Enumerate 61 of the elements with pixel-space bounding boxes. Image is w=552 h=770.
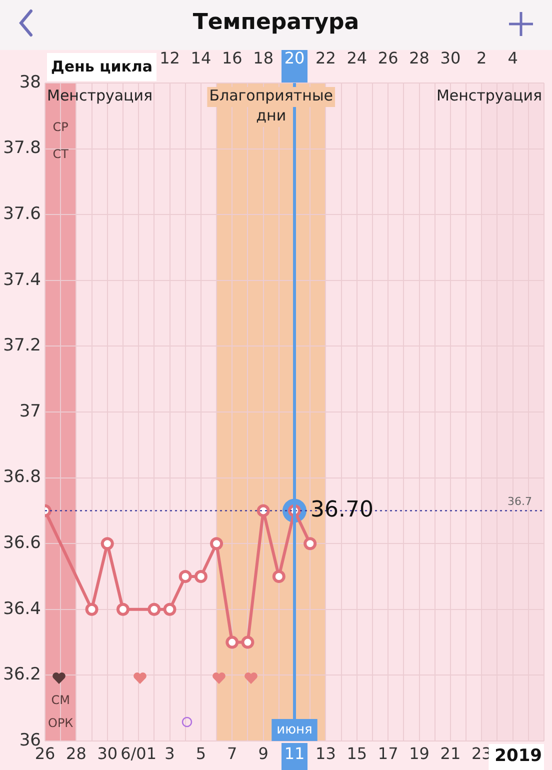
x-tick-label: 5 <box>196 744 206 763</box>
x-tick-label: 3 <box>164 744 175 763</box>
band-label: Менструация <box>436 86 542 104</box>
y-tick-label: 36.2 <box>3 664 41 685</box>
annotation: СТ <box>52 147 70 162</box>
x-tick-label: 13 <box>316 744 336 763</box>
chart-title: Температура <box>192 10 360 35</box>
x2-tick-label: 16 <box>222 48 242 68</box>
point <box>256 504 270 518</box>
y-tick-label: 36.4 <box>3 598 41 619</box>
x-tick-label: 19 <box>409 744 430 763</box>
point <box>100 537 114 550</box>
x2-tick-label: 30 <box>440 48 461 68</box>
y-tick-label: 37.4 <box>3 270 41 290</box>
annotation: СР <box>52 120 68 134</box>
band-label: Благоприятные дни <box>209 86 334 124</box>
x2-tick-label: 18 <box>253 48 274 68</box>
point <box>226 636 239 649</box>
x2-tick-label: 4 <box>508 48 518 68</box>
y-tick-label: 38 <box>19 72 41 92</box>
x-tick-label: 15 <box>346 744 368 763</box>
y-tick-label: 36.8 <box>3 467 41 488</box>
x2-tick-label: 24 <box>346 48 368 68</box>
annotation: 36.70 <box>310 497 374 522</box>
x2-tick-label: 12 <box>160 48 180 68</box>
x2-tick-label: 20 <box>284 48 305 68</box>
point <box>304 537 317 550</box>
x2-tick-label: 28 <box>409 48 430 68</box>
x-tick-label: 6/01 <box>120 744 157 763</box>
x-tick-label: 11 <box>284 744 305 763</box>
y-tick-label: 36.6 <box>3 533 41 554</box>
x2-tick-label: 26 <box>378 48 398 68</box>
y-tick-label: 37 <box>19 401 41 422</box>
x-tick-label: 30 <box>97 744 118 763</box>
ref-line-label: 36.7 <box>508 495 532 508</box>
annotation: СМ <box>51 693 70 708</box>
x-tick-label: 9 <box>258 744 268 763</box>
x-tick-label: 28 <box>66 744 86 763</box>
text: 2019 <box>494 746 542 766</box>
y-tick-label: 37.8 <box>3 138 41 158</box>
x2-axis-title: День цикла <box>51 57 153 76</box>
x2-tick-label: 2 <box>476 48 487 68</box>
x2-tick-label: 22 <box>316 48 336 68</box>
point <box>163 602 176 616</box>
point <box>116 602 130 616</box>
point <box>241 636 254 649</box>
point <box>194 570 208 583</box>
x-tick-label: 21 <box>440 744 461 763</box>
x2-tick-label: 14 <box>190 48 212 68</box>
annotation: ОРК <box>48 716 74 730</box>
point <box>148 602 161 616</box>
point <box>85 602 98 616</box>
band-label: Менструация <box>47 86 153 104</box>
point <box>272 570 286 583</box>
point <box>178 570 192 583</box>
y-tick-label: 37.2 <box>3 336 41 356</box>
x-tick-label: 7 <box>227 744 238 763</box>
point <box>210 537 224 550</box>
y-tick-label: 37.6 <box>3 204 41 224</box>
x-tick-label: 17 <box>378 744 398 763</box>
ref-line-label: июня <box>276 722 312 738</box>
